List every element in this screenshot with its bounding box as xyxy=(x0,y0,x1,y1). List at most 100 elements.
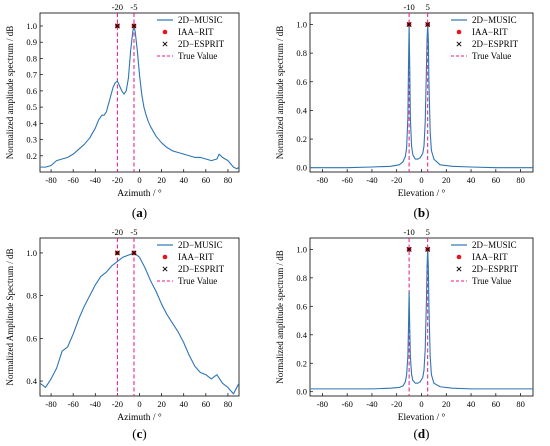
x-tick-label: -80 xyxy=(45,399,56,409)
panel-label: (a) xyxy=(132,205,147,220)
y-tick-label: 0.3 xyxy=(26,135,37,145)
true-value-label: -10 xyxy=(403,227,414,237)
y-tick-label: 0.4 xyxy=(26,118,37,128)
y-tick-label: 0.9 xyxy=(26,37,37,47)
legend-swatch-cross xyxy=(456,41,462,47)
esprit-point xyxy=(406,21,412,27)
x-tick-label: 60 xyxy=(202,175,211,185)
x-tick-label: -60 xyxy=(67,399,78,409)
y-tick-label: 0.6 xyxy=(296,77,307,87)
true-value-label: 5 xyxy=(426,227,430,237)
legend-label: 2D−ESPRIT xyxy=(472,39,519,49)
x-axis-label: Azimuth / ° xyxy=(117,188,162,199)
x-tick-label: -40 xyxy=(90,399,101,409)
esprit-point xyxy=(114,23,120,29)
x-tick-label: -20 xyxy=(391,399,402,409)
y-tick-label: 0.6 xyxy=(26,333,37,343)
y-tick-label: 0.4 xyxy=(296,105,307,115)
legend-label: 2D−ESPRIT xyxy=(178,39,225,49)
y-tick-label: 0.0 xyxy=(296,387,307,397)
x-tick-label: 40 xyxy=(467,399,476,409)
y-tick-label: 0.8 xyxy=(26,53,37,63)
panel-d: -80 -60 -40 -20 0 20 40 60 80 0.0 0.2 0.4 0.6 0.8 1.0 E… xyxy=(275,227,534,441)
x-axis-label: Azimuth / ° xyxy=(117,412,162,423)
esprit-point xyxy=(131,23,137,29)
series-line-2d-music xyxy=(39,252,240,395)
legend-label: True Value xyxy=(472,51,511,61)
y-tick-label: 0.2 xyxy=(26,151,37,161)
y-tick-label: 1.0 xyxy=(26,21,37,31)
panel-label: (c) xyxy=(132,426,146,441)
x-tick-label: 20 xyxy=(442,175,451,185)
y-tick-label: 0.4 xyxy=(26,376,37,386)
y-axis-label: Normalized Amplitude Spectrum / dB xyxy=(5,249,15,386)
x-tick-label: -20 xyxy=(112,399,123,409)
panel-b: -80 -60 -40 -20 0 20 40 60 80 0.0 0.2 0.4 0.6 0.8 1.0 E… xyxy=(275,2,534,220)
true-value-label: -10 xyxy=(403,2,414,12)
esprit-point xyxy=(131,250,137,256)
esprit-point xyxy=(114,250,120,256)
true-value-label: -5 xyxy=(130,2,137,12)
legend-swatch-cross xyxy=(162,41,168,47)
x-tick-label: -40 xyxy=(90,175,101,185)
x-tick-label: 80 xyxy=(224,399,233,409)
true-value-label: 5 xyxy=(426,2,430,12)
x-tick-label: -20 xyxy=(112,175,123,185)
x-tick-label: 80 xyxy=(516,399,525,409)
x-axis-label: Elevation / ° xyxy=(398,412,446,423)
x-tick-label: -20 xyxy=(391,175,402,185)
true-value-label: -5 xyxy=(130,227,137,237)
x-tick-label: -60 xyxy=(67,175,78,185)
legend-swatch-dot xyxy=(456,29,462,35)
esprit-point xyxy=(425,246,431,252)
legend-swatch-dot xyxy=(162,29,168,35)
x-tick-label: 40 xyxy=(179,399,188,409)
panel-label: (b) xyxy=(414,205,430,220)
esprit-point xyxy=(425,21,431,27)
x-tick-label: 20 xyxy=(157,399,166,409)
legend-label: True Value xyxy=(472,276,511,286)
y-tick-label: 1.0 xyxy=(296,244,307,254)
legend-label: True Value xyxy=(178,276,217,286)
series-line-2d-music xyxy=(310,248,533,390)
esprit-point xyxy=(406,246,412,252)
x-tick-label: 0 xyxy=(137,175,141,185)
series-line-2d-music xyxy=(40,27,240,170)
legend-label: 2D−ESPRIT xyxy=(178,264,225,274)
y-tick-label: 0.8 xyxy=(296,273,307,283)
x-tick-label: -40 xyxy=(366,399,377,409)
x-tick-label: -80 xyxy=(45,175,56,185)
x-tick-label: -80 xyxy=(317,399,328,409)
y-tick-label: 0.4 xyxy=(296,330,307,340)
y-tick-label: 0.7 xyxy=(26,70,37,80)
y-tick-label: 0.8 xyxy=(296,48,307,58)
x-tick-label: 60 xyxy=(492,175,501,185)
true-value-label: -20 xyxy=(112,227,123,237)
x-tick-label: 20 xyxy=(442,399,451,409)
y-tick-label: 0.8 xyxy=(26,291,37,301)
x-tick-label: -40 xyxy=(366,175,377,185)
panel-a: -80 -60 -40 -20 0 20 40 60 80 0.2 0.3 0.4 0.5 0.6 0.7 0… xyxy=(5,2,240,220)
legend-swatch-cross xyxy=(162,266,168,272)
legend-label: 2D−MUSIC xyxy=(178,15,223,25)
legend-label: 2D−MUSIC xyxy=(472,240,517,250)
legend-label: IAA−RIT xyxy=(472,252,508,262)
series-line-2d-music xyxy=(310,23,533,169)
y-tick-label: 0.2 xyxy=(296,358,307,368)
x-tick-label: 40 xyxy=(179,175,188,185)
x-tick-label: 80 xyxy=(224,175,233,185)
y-tick-label: 0.0 xyxy=(296,163,307,173)
x-tick-label: -60 xyxy=(341,175,352,185)
panel-c: -80 -60 -40 -20 0 20 40 60 80 0.4 0.6 0.8 1.0 Azimuth… xyxy=(5,227,240,441)
legend-label: True Value xyxy=(178,51,217,61)
y-axis-label: Normalized amplitude spectrum / dB xyxy=(275,250,285,383)
x-tick-label: -80 xyxy=(317,175,328,185)
y-tick-label: 0.2 xyxy=(296,134,307,144)
x-tick-label: 60 xyxy=(202,399,211,409)
x-tick-label: 60 xyxy=(492,399,501,409)
legend-label: IAA−RIT xyxy=(472,27,508,37)
legend-label: IAA−RIT xyxy=(178,27,214,37)
x-tick-label: 80 xyxy=(516,175,525,185)
true-value-label: -20 xyxy=(112,2,123,12)
